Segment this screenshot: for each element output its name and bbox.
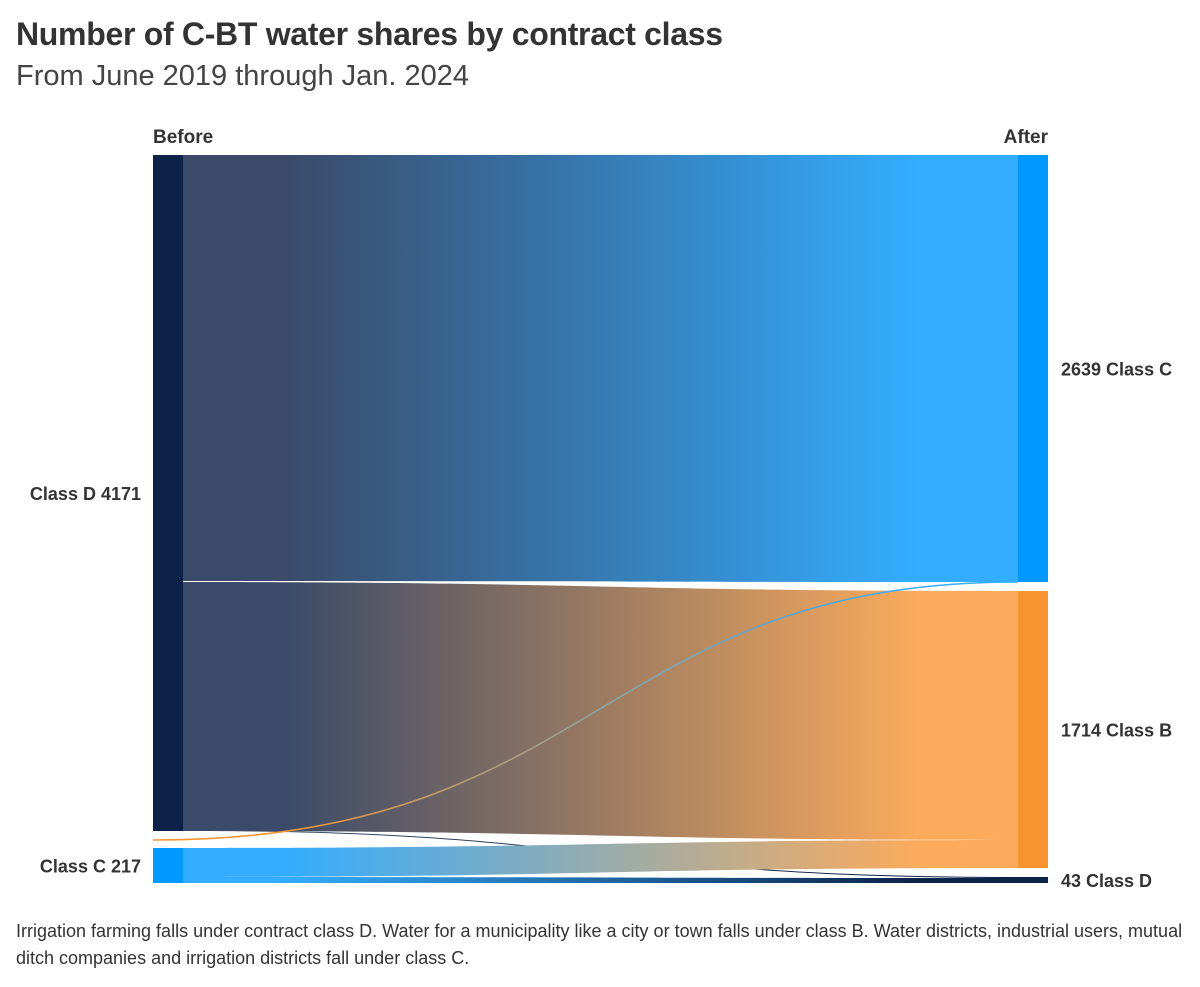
chart-title: Number of C-BT water shares by contract … bbox=[16, 16, 723, 52]
link-class-c-to-class-c bbox=[152, 581, 1019, 841]
chart-subtitle: From June 2019 through Jan. 2024 bbox=[16, 60, 470, 92]
link-class-c-to-class-d bbox=[183, 877, 1018, 883]
node-after-c bbox=[1018, 155, 1048, 582]
label-after-c: 2639 Class C bbox=[1061, 359, 1172, 379]
node-before-d bbox=[153, 155, 183, 831]
label-after-b: 1714 Class B bbox=[1061, 720, 1172, 740]
link-class-c-to-class-b bbox=[183, 840, 1018, 877]
label-after-d: 43 Class D bbox=[1061, 871, 1152, 891]
node-before-c bbox=[153, 848, 183, 883]
sankey-nodes: Class D 4171 Class C 217 2639 Class C 1714 … bbox=[30, 155, 1172, 891]
node-after-b bbox=[1018, 591, 1048, 868]
node-after-d bbox=[1018, 877, 1048, 883]
sankey-chart: Class D 4171 Class C 217 2639 Class C 1714 … bbox=[30, 127, 1172, 891]
label-before-d: Class D 4171 bbox=[30, 484, 141, 504]
link-class-d-to-class-b bbox=[183, 582, 1018, 840]
before-header: Before bbox=[153, 127, 213, 148]
after-header: After bbox=[1004, 127, 1049, 148]
sankey-links bbox=[152, 155, 1019, 883]
label-before-c: Class C 217 bbox=[40, 856, 141, 876]
chart-footnote: Irrigation farming falls under contract … bbox=[16, 921, 1183, 968]
link-class-d-to-class-c bbox=[183, 155, 1018, 582]
